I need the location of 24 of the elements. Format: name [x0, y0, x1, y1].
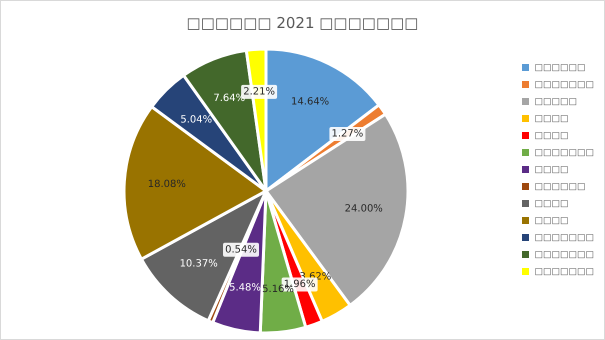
legend-label: □□□□	[534, 114, 568, 124]
data-label: 10.37%	[180, 258, 218, 270]
legend-label: □□□□□□□	[534, 80, 594, 90]
data-label: 24.00%	[344, 204, 383, 215]
legend-label: □□□□□□□	[534, 232, 594, 242]
data-label: 7.64%	[213, 93, 246, 104]
legend-label: □□□□	[534, 164, 568, 174]
legend-label: □□□□□	[534, 96, 577, 106]
data-label: 14.64%	[291, 96, 330, 108]
data-label: 18.08%	[148, 178, 186, 190]
legend-label: □□□□	[534, 130, 568, 140]
data-label: 1.27%	[332, 128, 364, 140]
data-label: 2.21%	[243, 86, 275, 98]
legend-label: □□□□□□□	[534, 250, 594, 260]
legend-label: □□□□	[534, 198, 568, 208]
data-label: 0.54%	[225, 244, 257, 256]
chart-title: □□□□□□ 2021 □□□□□□□	[186, 13, 420, 34]
legend-label: □□□□□□	[534, 62, 586, 72]
data-label: 5.48%	[229, 282, 261, 294]
legend-label: □□□□□□□	[534, 148, 594, 158]
data-label: 5.04%	[180, 114, 212, 126]
legend-label: □□□□	[534, 216, 568, 226]
legend-label: □□□□□□	[534, 182, 586, 192]
legend-label: □□□□□□□	[534, 266, 594, 276]
